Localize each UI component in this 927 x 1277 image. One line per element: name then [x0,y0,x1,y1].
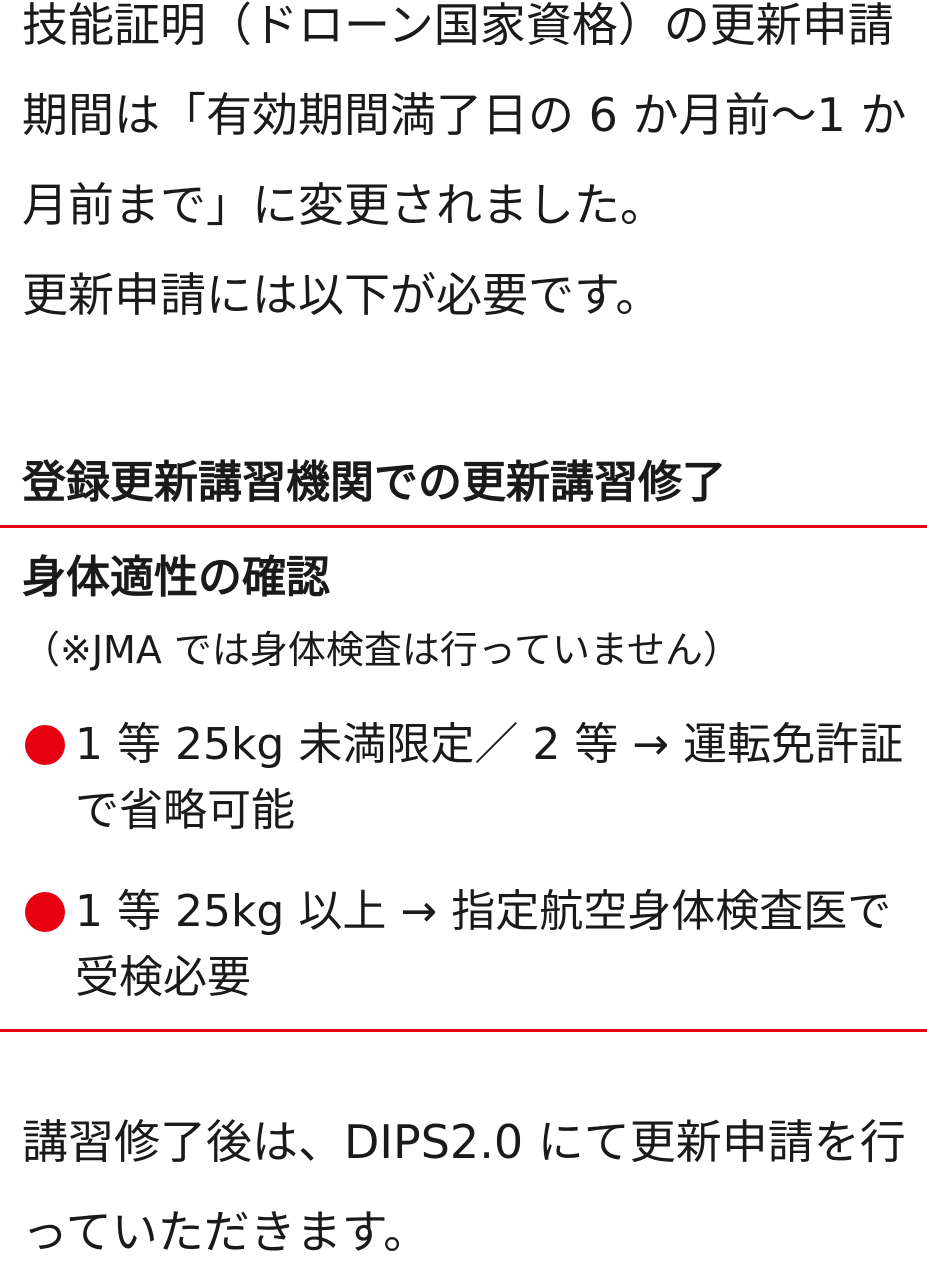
section-heading: 登録更新講習機関での更新講習修了 [22,457,726,508]
closing-paragraph: 講習修了後は、DIPS2.0 にて更新申請を行っていただきます。 [22,1115,906,1259]
requirement-note: （※JMA では身体検査は行っていません） [22,628,741,672]
requirement-title: 身体適性の確認 [22,552,330,603]
bullet-item: 1 等 25kg 以上 → 指定航空身体検査医で受検必要 [75,886,892,1003]
bullet-dot [25,725,65,765]
intro-paragraph: 更新申請には以下が必要です。 [22,268,662,322]
divider [0,525,927,528]
divider [0,1029,927,1032]
bullet-dot [25,892,65,932]
intro-paragraph: 技能証明（ドローン国家資格）の更新申請期間は「有効期間満了日の 6 か月前〜1 … [22,0,907,232]
bullet-item: 1 等 25kg 未満限定／ 2 等 → 運転免許証で省略可能 [75,719,904,836]
